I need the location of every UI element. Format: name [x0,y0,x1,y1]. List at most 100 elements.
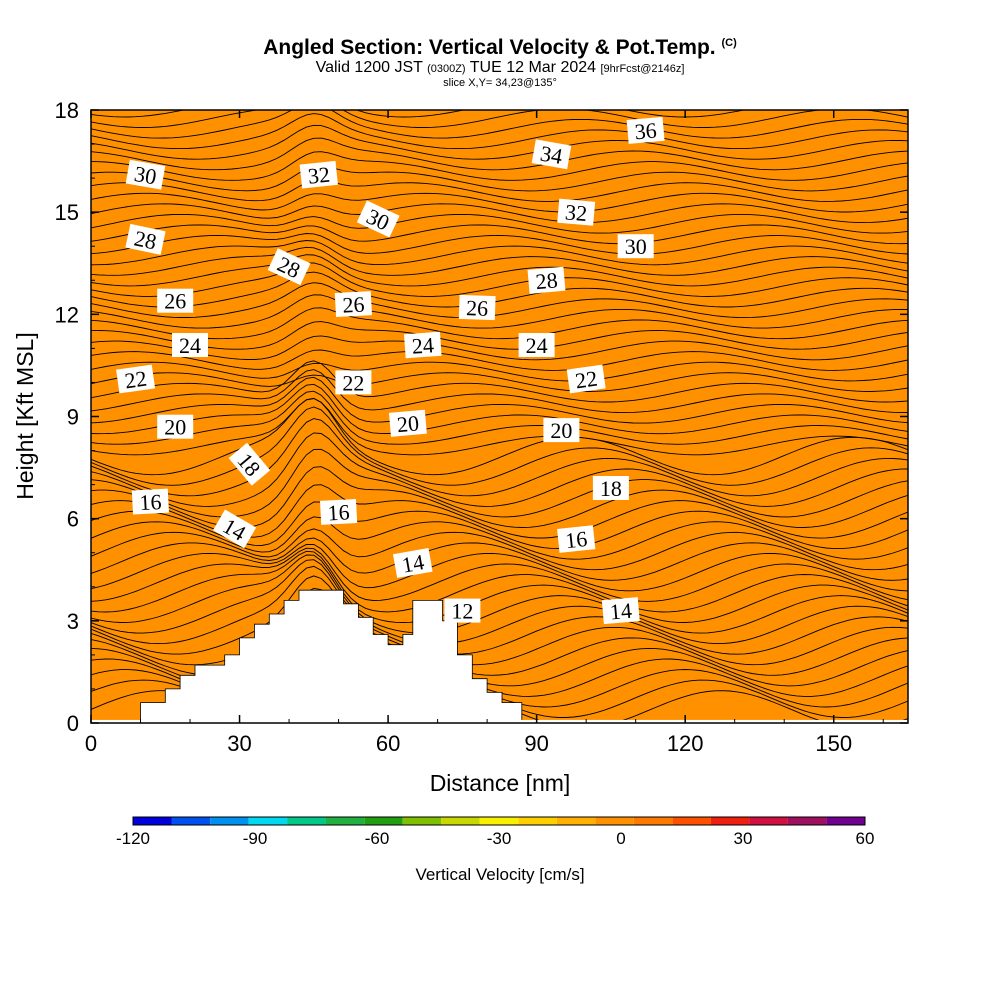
isotherm-line [91,537,908,581]
y-tick-label: 18 [55,98,79,123]
y-tick-label: 0 [67,711,79,736]
colorbar-tick-label: 30 [734,829,753,848]
colorbar-tick-label: -120 [116,829,150,848]
isotherm-label: 20 [157,414,194,440]
isotherm-label: 24 [172,333,208,358]
isotherm-line [91,224,908,245]
isotherm-label-text: 28 [534,267,558,294]
isotherm-label: 36 [626,116,665,144]
isotherm-line [91,271,908,308]
isotherm-line [91,73,908,96]
potential-temperature-contours [91,73,908,723]
isotherm-line [91,559,908,634]
y-axis-label: Height [Kft MSL] [12,332,38,499]
isotherm-label-text: 16 [139,489,162,515]
isotherm-line [91,110,908,139]
colorbar-swatch [248,817,288,825]
isotherm-label: 32 [557,198,596,226]
isotherm-label: 32 [299,160,338,189]
colorbar-tick-label: -90 [243,829,268,848]
isotherm-line [91,528,908,571]
isotherm-label-text: 28 [132,225,159,254]
y-tick-label: 15 [55,200,79,225]
colorbar-swatch [710,817,750,825]
y-tick-label: 12 [55,302,79,327]
isotherm-line [91,80,908,107]
colorbar-tick-label: 0 [616,829,625,848]
slice-info: slice X,Y= 34,23@135° [443,77,557,89]
x-tick-label: 60 [376,731,400,756]
colorbar-label: Vertical Velocity [cm/s] [415,865,584,884]
isotherm-line [91,372,908,392]
colorbar-swatch [287,817,326,825]
colorbar-swatch [672,817,711,825]
isotherm-label-text: 24 [179,333,201,358]
x-tick-label: 0 [85,731,97,756]
isotherm-label: 22 [566,364,606,394]
isotherm-label: 14 [392,547,433,578]
isotherm-label-text: 16 [564,526,588,553]
isotherm-label-text: 12 [451,599,473,624]
isotherm-label: 26 [458,294,496,321]
isotherm-label-text: 20 [164,415,186,440]
isotherm-label: 16 [131,488,170,515]
isotherm-label-text: 32 [564,199,588,226]
isotherm-label-text: 20 [396,410,420,437]
isotherm-label: 16 [319,498,358,525]
isotherm-label: 20 [543,418,580,443]
isotherm-line [91,369,908,414]
isotherm-line [91,192,908,213]
colorbar-swatch [556,817,596,825]
isotherm-line [91,165,908,192]
isotherm-label-text: 14 [400,549,426,577]
isotherm-line [91,397,908,476]
isotherm-line [91,547,908,602]
isotherm-line [91,383,908,435]
isotherm-label-text: 34 [538,141,564,169]
isotherm-labels: 3028262422201614182832302622162024142612… [116,116,665,625]
colorbar-swatch [826,817,865,825]
isotherm-line [91,360,908,403]
x-axis-label: Distance [nm] [430,770,571,796]
colorbar: -120 -90 -60 -30 0 30 60 [116,816,875,848]
x-tick-label: 120 [667,731,704,756]
colorbar-tick-label: 60 [856,829,875,848]
isotherm-line [91,575,908,655]
isotherm-label: 34 [531,139,572,170]
isotherm-line [91,361,908,382]
isotherm-line [91,565,908,645]
colorbar-frame [132,816,866,826]
terrain-mask [91,589,908,724]
isotherm-line [91,294,908,329]
colorbar-swatch [518,817,557,825]
colorbar-swatch [133,817,172,825]
colorbar-swatch [633,817,673,825]
isotherm-label-text: 32 [307,162,331,189]
isotherm-line [91,246,908,276]
isotherm-label: 26 [157,288,194,314]
isotherm-line [91,406,908,486]
x-tick-label: 90 [524,731,548,756]
isotherm-label-text: 16 [327,499,350,525]
y-tick-label: 6 [67,507,79,532]
isotherm-line [91,110,908,128]
isotherm-line [91,151,908,181]
isotherm-line [91,543,908,592]
x-tick-label: 150 [815,731,852,756]
isotherm-label: 12 [444,598,481,624]
isotherm-label-text: 30 [132,161,158,189]
isotherm-line [91,550,908,613]
isotherm-line [91,203,908,224]
isotherm-label: 30 [617,234,654,259]
colorbar-tick-label: -60 [365,829,390,848]
isotherm-label-text: 24 [411,332,435,358]
chart-subtitle: Valid 1200 JST (0300Z) TUE 12 Mar 2024 [… [315,59,685,76]
isotherm-label-text: 22 [574,366,599,394]
isotherm-line [91,179,908,202]
isotherm-label-text: 22 [342,370,364,395]
isotherm-label-text: 30 [625,234,647,259]
isotherm-line [91,418,908,497]
isotherm-line [91,113,908,150]
